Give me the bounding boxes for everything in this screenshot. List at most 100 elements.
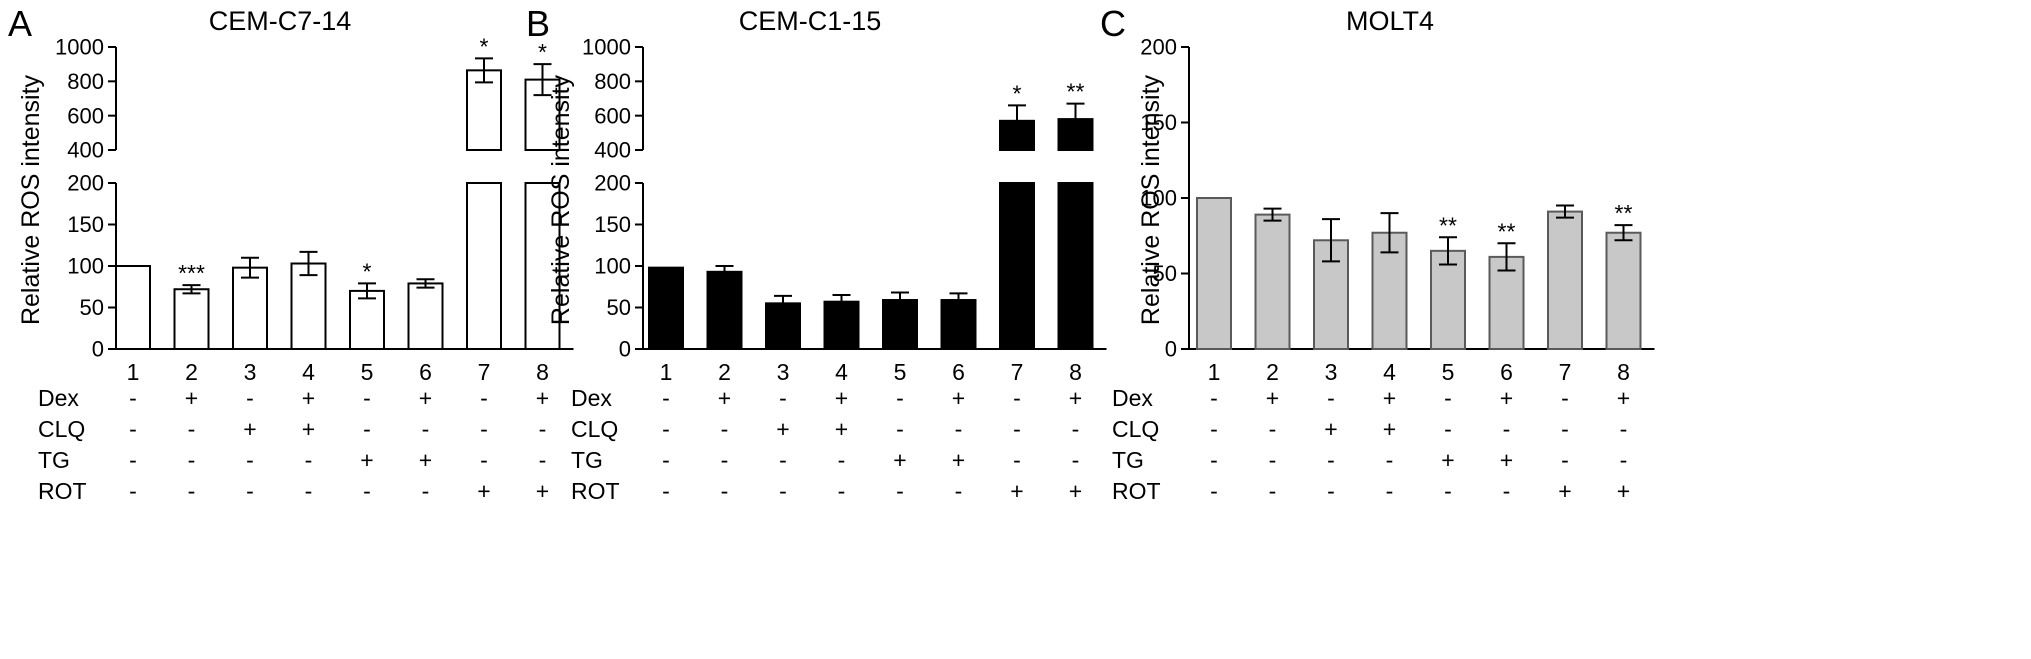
y-tick-label: 1000 <box>582 35 631 60</box>
condition-symbol: - <box>246 447 254 473</box>
panel-title: MOLT4 <box>1346 6 1434 36</box>
condition-symbol: - <box>662 385 670 411</box>
y-tick-label: 50 <box>80 295 104 320</box>
bar-2 <box>173 288 210 350</box>
y-tick-label: 800 <box>594 69 631 94</box>
y-tick-label: 600 <box>594 103 631 128</box>
condition-symbol: - <box>480 447 488 473</box>
condition-symbol: - <box>129 385 137 411</box>
condition-symbol: - <box>1013 416 1021 442</box>
condition-symbol: + <box>776 416 789 442</box>
x-tick-label: 7 <box>1559 359 1572 385</box>
y-tick-label: 400 <box>67 138 104 163</box>
x-tick-label: 3 <box>244 359 257 385</box>
condition-label-clq: CLQ <box>38 416 85 442</box>
condition-symbol: + <box>893 447 906 473</box>
condition-symbol: + <box>419 447 432 473</box>
bar-8-lower <box>524 182 561 350</box>
condition-symbol: - <box>246 385 254 411</box>
condition-symbol: - <box>838 447 846 473</box>
condition-symbol: - <box>1503 478 1511 504</box>
condition-symbol: + <box>718 385 731 411</box>
x-tick-label: 7 <box>1011 359 1024 385</box>
condition-symbol: - <box>1386 478 1394 504</box>
condition-symbol: - <box>539 416 547 442</box>
condition-symbol: + <box>835 416 848 442</box>
condition-symbol: - <box>721 416 729 442</box>
condition-symbol: - <box>188 416 196 442</box>
condition-symbol: - <box>305 478 313 504</box>
condition-symbol: + <box>1266 385 1279 411</box>
condition-symbol: - <box>838 478 846 504</box>
bar-8 <box>1605 231 1642 350</box>
significance-label: *** <box>178 260 205 286</box>
condition-symbol: - <box>779 478 787 504</box>
condition-symbol: - <box>955 416 963 442</box>
condition-symbol: - <box>662 447 670 473</box>
condition-symbol: - <box>129 416 137 442</box>
x-tick-label: 3 <box>1325 359 1338 385</box>
condition-symbol: - <box>1620 416 1628 442</box>
condition-symbol: - <box>896 416 904 442</box>
panel-letter: C <box>1100 3 1126 44</box>
condition-symbol: + <box>1441 447 1454 473</box>
bar-4 <box>1371 231 1408 350</box>
condition-symbol: - <box>1210 416 1218 442</box>
condition-symbol: - <box>721 478 729 504</box>
condition-symbol: - <box>1269 478 1277 504</box>
condition-symbol: + <box>302 416 315 442</box>
significance-label: * <box>1013 80 1022 106</box>
y-tick-label: 200 <box>1140 35 1177 60</box>
condition-label-rot: ROT <box>571 478 620 504</box>
condition-symbol: - <box>305 447 313 473</box>
condition-symbol: - <box>779 385 787 411</box>
y-axis-label: Relative ROS intensity <box>1137 74 1165 325</box>
significance-label: ** <box>1615 200 1633 226</box>
condition-symbol: - <box>1327 385 1335 411</box>
bar-2 <box>706 270 743 350</box>
condition-symbol: + <box>1500 447 1513 473</box>
y-axis-label: Relative ROS intensity <box>547 74 575 325</box>
condition-symbol: + <box>1617 385 1630 411</box>
condition-symbol: + <box>536 385 549 411</box>
condition-symbol: - <box>1386 447 1394 473</box>
condition-symbol: - <box>129 478 137 504</box>
condition-symbol: - <box>188 478 196 504</box>
condition-symbol: + <box>302 385 315 411</box>
y-tick-label: 100 <box>594 254 631 279</box>
y-tick-label: 600 <box>67 103 104 128</box>
bar-1 <box>115 265 151 350</box>
condition-symbol: - <box>1210 478 1218 504</box>
condition-symbol: - <box>363 416 371 442</box>
bar-2 <box>1254 213 1291 350</box>
bar-8-upper <box>1057 118 1094 151</box>
x-tick-label: 8 <box>536 359 549 385</box>
y-tick-label: 1000 <box>55 35 104 60</box>
condition-symbol: - <box>363 385 371 411</box>
condition-label-rot: ROT <box>38 478 87 504</box>
x-tick-label: 7 <box>478 359 491 385</box>
condition-symbol: - <box>955 478 963 504</box>
condition-symbol: + <box>1617 478 1630 504</box>
significance-label: * <box>538 39 547 65</box>
condition-symbol: - <box>1210 385 1218 411</box>
condition-symbol: + <box>536 478 549 504</box>
condition-symbol: - <box>1013 447 1021 473</box>
x-tick-label: 6 <box>1500 359 1513 385</box>
condition-symbol: - <box>129 447 137 473</box>
bar-8-lower <box>1057 182 1094 350</box>
condition-label-clq: CLQ <box>571 416 618 442</box>
panel-letter: A <box>8 3 32 44</box>
condition-symbol: - <box>1444 416 1452 442</box>
bar-7-lower <box>466 182 502 350</box>
y-tick-label: 150 <box>67 212 104 237</box>
condition-symbol: - <box>1269 416 1277 442</box>
bar-1 <box>1196 197 1232 350</box>
x-tick-label: 5 <box>894 359 907 385</box>
condition-symbol: + <box>1010 478 1023 504</box>
y-tick-label: 800 <box>67 69 104 94</box>
condition-symbol: - <box>422 416 430 442</box>
condition-symbol: - <box>1072 447 1080 473</box>
